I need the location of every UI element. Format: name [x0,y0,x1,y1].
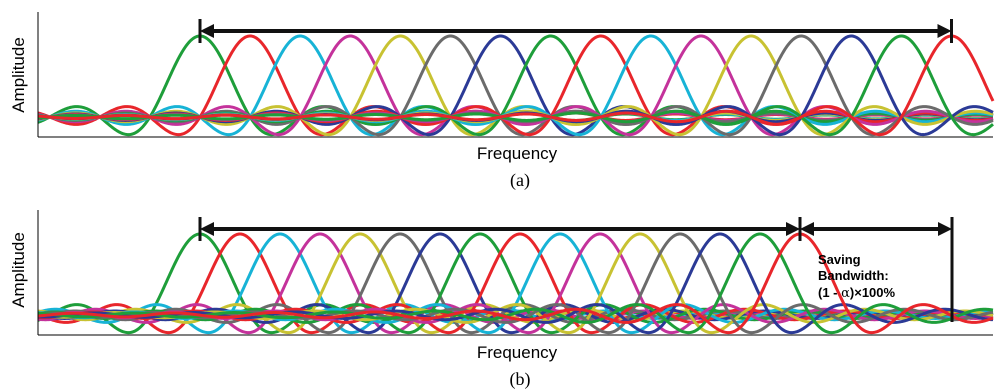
panel-b-span-arrow-head-right [786,222,800,236]
panel-a-ylabel: Amplitude [9,37,28,113]
panel-a-subcarrier-16 [37,34,995,137]
panel-a-caption: (a) [510,170,530,191]
panel-a-curves [37,34,995,137]
panel-b-ylabel: Amplitude [9,232,28,308]
panel-a-span-arrow-head-left [200,24,214,38]
panel-b-caption: (b) [510,369,531,390]
panel-b-subcarrier-16 [37,232,994,335]
panel-b-subcarrier-9 [37,232,994,335]
saving-annotation-post: )×100% [850,285,896,300]
panel-a-xlabel: Frequency [477,144,558,163]
saving-annotation-line3: (1 - α)×100% [818,285,896,301]
panel-b-saving-arrow [800,217,954,322]
saving-annotation-line1: Saving [818,252,861,267]
panel-a-span-arrow [198,19,953,43]
panel-b-span-arrow [198,217,802,241]
panel-a: Amplitude Frequency (a) [9,12,995,191]
panel-b-span-arrow-head-left [200,222,214,236]
panel-a-span-arrow-head-right [937,24,952,38]
panel-b: Saving Bandwidth: (1 - α)×100% Amplitude… [9,210,994,390]
panel-b-subcarrier-15 [37,232,994,335]
saving-annotation-alpha: α [841,286,850,301]
panel-b-saving-arrow-head-left [800,222,814,236]
panel-b-xlabel: Frequency [477,343,558,362]
panel-b-saving-arrow-head-right [938,222,952,236]
saving-annotation-line2: Bandwidth: [818,268,889,283]
saving-annotation-pre: (1 - [818,285,841,300]
panel-b-curves [37,232,994,335]
